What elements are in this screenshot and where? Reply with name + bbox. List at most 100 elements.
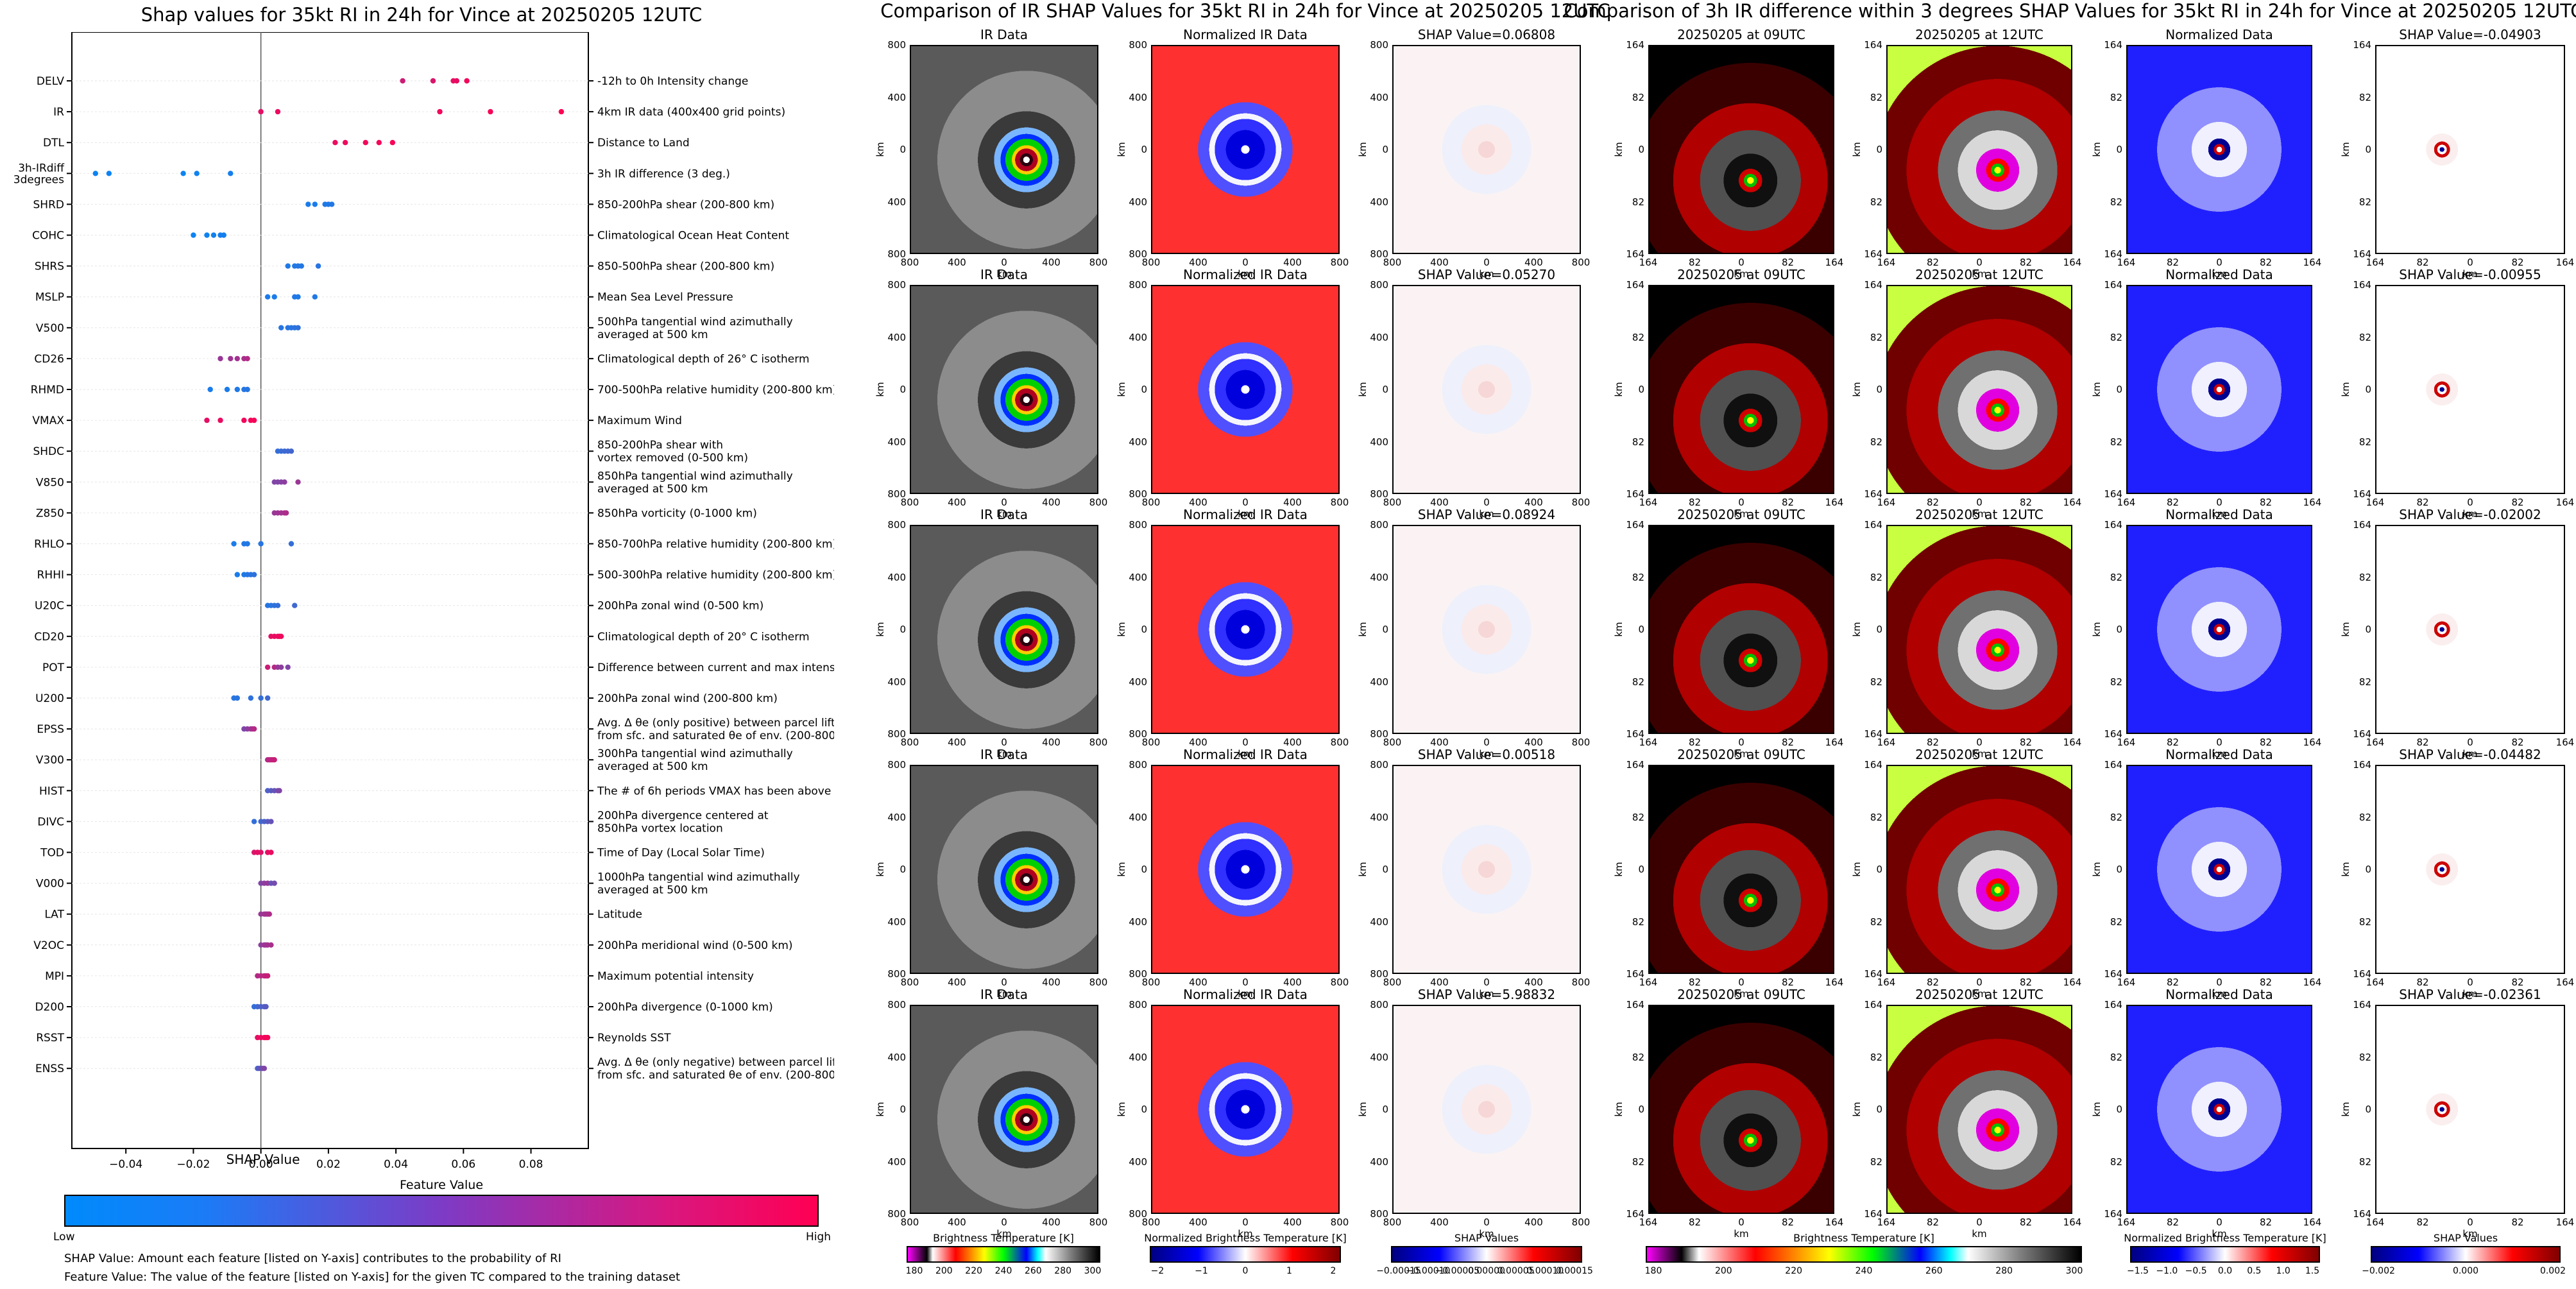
x-tick-label: 82 [2259,977,2273,988]
y-tick-label: 82 [2358,811,2371,823]
y-tick-label: 82 [2110,1051,2122,1063]
x-tick-label: 0 [1976,257,1983,268]
x-axis-label: km [2212,268,2227,280]
x-tick-label: 82 [1926,497,1940,508]
x-tick-label: 164 [2117,257,2136,268]
x-tick-label: 82 [2511,1216,2524,1228]
x-tick-label: 164 [1877,497,1896,508]
x-tick-label: 164 [1825,977,1844,988]
feature-description-label: The # of 6h periods VMAX has been above … [597,785,834,798]
x-tick-label: 164 [2063,257,2082,268]
shap-point [244,541,250,547]
x-axis-label: km [1972,748,1987,760]
x-tick-label: 82 [2019,977,2033,988]
y-tick-label: 800 [887,968,906,980]
shap-point [264,973,271,979]
x-tick-label: 82 [2416,737,2429,748]
x-tick-label: 82 [1688,737,1702,748]
y-axis-label: km [1613,142,1625,157]
y-tick-label: 82 [2358,331,2371,343]
y-axis-label: km [874,622,886,637]
right-title: Comparison of 3h IR difference within 3 … [1564,0,2576,22]
feature-code-label: MSLP [35,291,64,304]
feature-code-label: RHMD [31,384,64,397]
ir-diff-image-panel [2126,765,2312,974]
y-tick-label: 82 [2110,91,2122,103]
y-tick-label: 400 [1370,676,1388,688]
panel-title: IR Data [980,747,1028,762]
y-tick-label: 82 [1870,436,1882,448]
x-tick-label: 400 [1430,977,1449,988]
y-axis-label: km [2091,862,2103,877]
x-tick-label: 0 [1976,737,1983,748]
panel-title: 20250205 at 12UTC [1915,507,2043,522]
shap-point [251,417,257,423]
y-tick-label: 800 [1370,248,1388,260]
ir-diff-image-panel [2126,45,2312,254]
feature-code-label: RHLO [34,538,64,551]
feature-description-label: averaged at 500 km [597,884,708,897]
x-tick-label: 164 [2117,497,2136,508]
y-tick-label: 0 [1141,144,1147,155]
x-tick-label: 0 [1483,977,1490,988]
shap-point [285,664,291,670]
y-tick-label: 164 [2353,519,2371,531]
note-feature-value: Feature Value: The value of the feature … [64,1270,681,1284]
x-axis-label: km [1972,988,1987,1000]
feature-description-label: 500-300hPa relative humidity (200-800 km… [597,569,834,582]
y-tick-label: 800 [887,759,906,771]
panel-title: 20250205 at 12UTC [1915,267,2043,282]
colorbar-tick-label: 200 [935,1266,953,1276]
x-axis-label: km [1479,748,1494,760]
y-tick-label: 82 [2358,91,2371,103]
y-tick-label: 164 [2353,279,2371,291]
y-tick-label: 82 [1632,1156,1644,1168]
y-tick-label: 400 [1370,196,1388,208]
feature-description-label: Time of Day (Local Solar Time) [597,847,765,860]
x-axis-label: km [1479,988,1494,1000]
x-tick-label: 0 [2467,257,2473,268]
x-tick-label: 82 [2019,737,2033,748]
x-axis-label: km [2462,508,2478,520]
x-tick-label: 800 [1141,977,1161,988]
ir-diff-image-panel [1648,45,1834,254]
x-axis-label: km [1479,268,1494,280]
y-tick-label: 400 [887,196,906,208]
x-tick-label: 82 [2511,737,2524,748]
shap-point [228,171,234,176]
x-tick-label: 400 [1283,977,1302,988]
colorbar-tick-label: 0.00005 [1497,1266,1535,1276]
y-tick-label: 0 [1638,144,1644,155]
x-tick-label: 800 [1089,257,1108,268]
x-tick-label: 800 [1141,737,1161,748]
shap-point [288,448,294,454]
y-tick-label: 800 [1129,759,1147,771]
shap-point [204,417,210,423]
shap-point [268,942,274,948]
x-tick-label: 0 [1483,737,1490,748]
colorbar-tick-label: −0.00015 [1376,1266,1421,1276]
shap-point [241,417,247,423]
y-tick-label: 0 [2116,144,2122,155]
y-tick-label: 82 [1632,1051,1644,1063]
x-axis-label: km [1479,508,1494,520]
y-tick-label: 0 [2116,624,2122,635]
panel-title: Normalized IR Data [1183,267,1308,282]
x-tick-label: 164 [1825,497,1844,508]
ir-diff-image-panel [2375,525,2565,734]
shap-point [275,108,281,115]
panel-title: SHAP Value=0.05270 [1417,267,1556,282]
panel-title: Normalized Data [2165,507,2273,522]
ir-image-panel [1151,1005,1340,1214]
panel-title: Normalized IR Data [1183,987,1308,1002]
x-tick-label: 0 [1483,1216,1490,1228]
left-title: Shap values for 35kt RI in 24h for Vince… [141,4,703,26]
x-tick-label: 0 [1976,1216,1983,1228]
x-tick-label: 400 [1524,977,1543,988]
x-tick-label: 400 [948,737,966,748]
x-tick-label: 400 [948,1216,966,1228]
x-tick-label: 400 [1189,1216,1207,1228]
x-axis-label: km [1972,268,1987,280]
panel-title: 20250205 at 09UTC [1677,747,1805,762]
y-tick-label: 800 [887,999,906,1011]
